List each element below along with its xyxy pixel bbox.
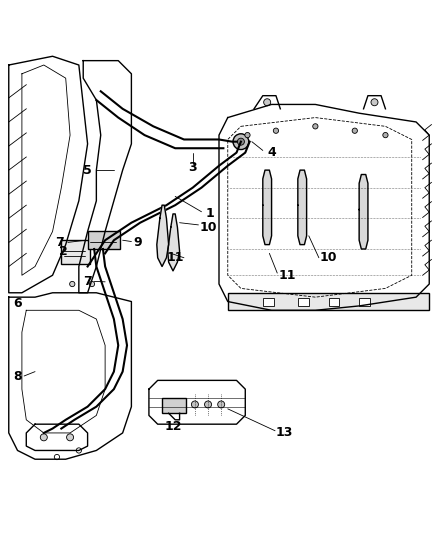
- Polygon shape: [168, 214, 180, 271]
- Circle shape: [313, 124, 318, 129]
- Text: 9: 9: [134, 236, 142, 249]
- Bar: [328, 298, 339, 306]
- Bar: [61, 240, 90, 264]
- Text: 12: 12: [164, 420, 182, 433]
- Circle shape: [233, 134, 249, 150]
- Text: 3: 3: [188, 161, 197, 174]
- Bar: [359, 298, 370, 306]
- Text: 1: 1: [206, 207, 215, 221]
- Circle shape: [89, 281, 95, 287]
- Bar: [228, 293, 429, 310]
- Polygon shape: [263, 170, 272, 245]
- Polygon shape: [157, 205, 169, 266]
- Text: 11: 11: [278, 269, 296, 282]
- Bar: [162, 398, 186, 413]
- Text: 10: 10: [320, 251, 337, 264]
- Circle shape: [40, 434, 47, 441]
- Circle shape: [371, 99, 378, 106]
- Circle shape: [245, 133, 250, 138]
- Circle shape: [264, 99, 271, 106]
- Circle shape: [218, 401, 225, 408]
- Bar: [263, 298, 274, 306]
- Circle shape: [237, 138, 244, 145]
- Circle shape: [383, 133, 388, 138]
- Text: 11: 11: [166, 251, 184, 264]
- Text: 7: 7: [55, 236, 64, 249]
- Text: 2: 2: [59, 245, 68, 257]
- Circle shape: [70, 281, 75, 287]
- Bar: [298, 298, 309, 306]
- Text: 6: 6: [13, 297, 22, 310]
- Circle shape: [67, 434, 74, 441]
- Text: 13: 13: [276, 426, 293, 439]
- Text: 8: 8: [13, 369, 22, 383]
- Polygon shape: [298, 170, 307, 245]
- Text: 5: 5: [83, 164, 92, 176]
- Circle shape: [205, 401, 212, 408]
- Polygon shape: [359, 174, 368, 249]
- Bar: [88, 231, 120, 249]
- Text: 7: 7: [83, 276, 92, 288]
- Circle shape: [273, 128, 279, 133]
- Text: 10: 10: [199, 221, 217, 233]
- Text: 4: 4: [267, 146, 276, 159]
- Circle shape: [352, 128, 357, 133]
- Circle shape: [191, 401, 198, 408]
